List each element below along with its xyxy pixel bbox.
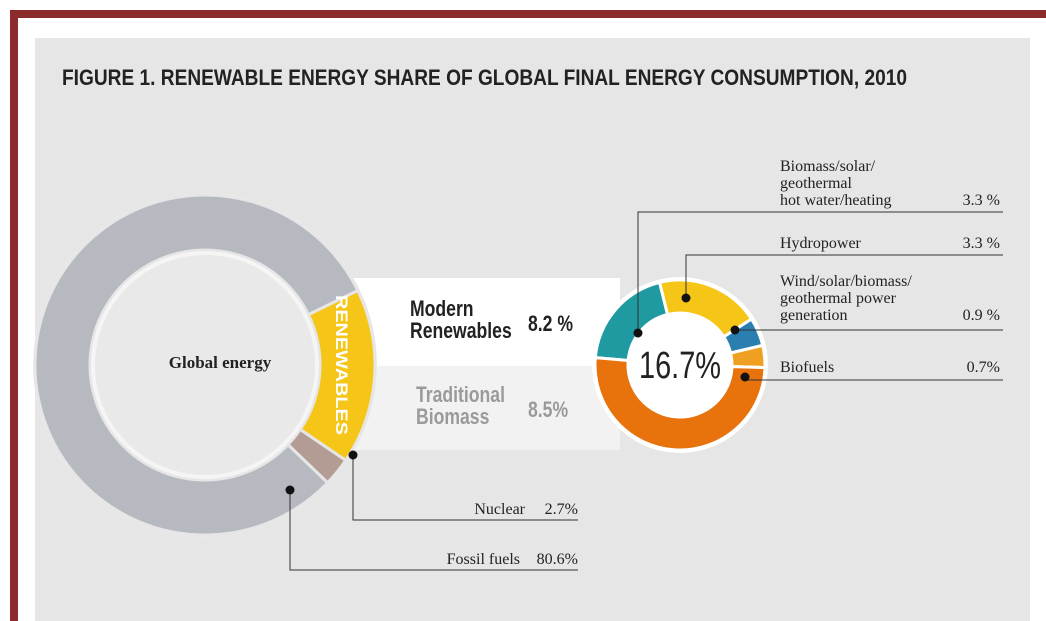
value-label: 80.6% (536, 551, 578, 568)
leader-dot (285, 485, 295, 495)
ring-inner (91, 251, 319, 479)
category-label: Nuclear (474, 501, 525, 518)
leader-line (685, 254, 1003, 298)
leader-dot (730, 325, 740, 335)
value-label: 3.3 % (962, 192, 1000, 209)
value-label: 0.7% (966, 359, 1000, 376)
value-label: 0.9 % (962, 307, 1000, 324)
ring2-inner (630, 315, 730, 415)
leader-line (637, 211, 1003, 333)
frame-left (10, 10, 18, 621)
group-label: Modern Renewables (410, 296, 512, 343)
value-label: 2.7% (544, 501, 578, 518)
value-label: 3.3 % (962, 235, 1000, 252)
category-label: Biofuels (780, 359, 835, 376)
category-label: Biomass/solar/ geothermal hot water/heat… (780, 158, 892, 209)
leader-dot (633, 328, 643, 338)
leader-dot (681, 293, 691, 303)
category-label: Wind/solar/biomass/ geothermal power gen… (780, 273, 912, 324)
band-traditional (330, 366, 620, 450)
frame-top (10, 10, 1046, 18)
center-value: 16.7% (639, 345, 721, 387)
group-value: 8.2 % (528, 311, 574, 336)
value-label: 8.5% (528, 397, 569, 422)
leader-line (289, 490, 578, 571)
leader-dot (348, 450, 358, 460)
leader-dot (740, 372, 750, 382)
band-modern (330, 278, 620, 366)
category-label: Hydropower (780, 235, 861, 252)
renewables-label: RENEWABLES (332, 295, 351, 435)
category-label: Traditional Biomass (416, 382, 505, 429)
leader-line (352, 455, 578, 521)
center-label: Global energy (168, 353, 272, 372)
title: FIGURE 1. RENEWABLE ENERGY SHARE OF GLOB… (62, 65, 907, 90)
slice (593, 355, 767, 452)
slice (33, 193, 360, 537)
category-label: Fossil fuels (446, 551, 520, 568)
